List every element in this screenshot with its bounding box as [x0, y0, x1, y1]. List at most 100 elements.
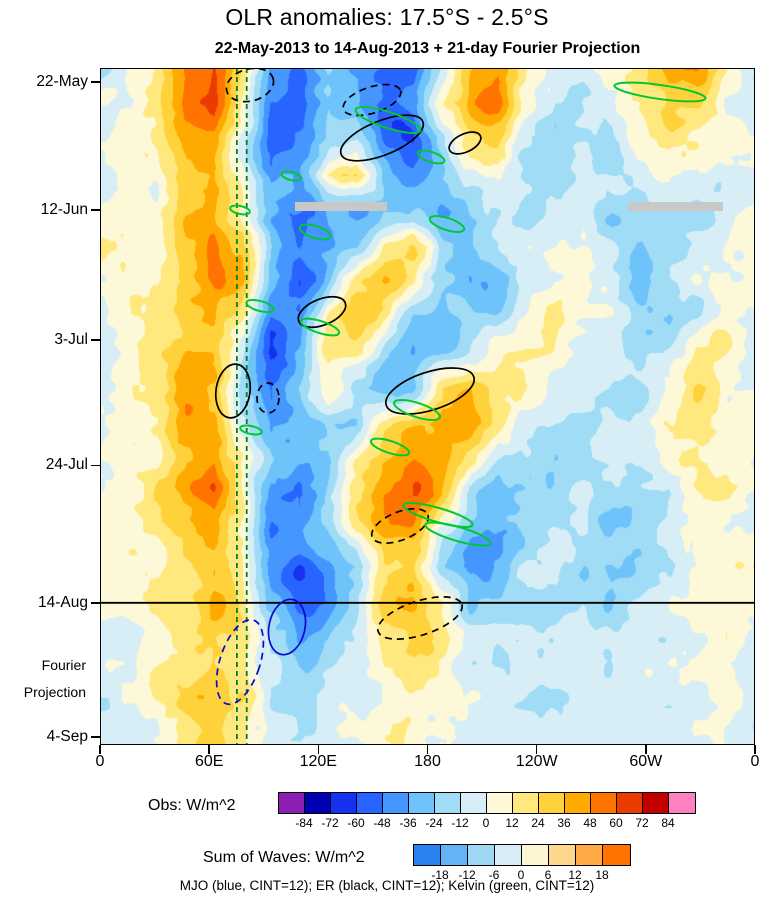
colorbar-segment	[468, 845, 495, 865]
y-tick-label: 22-May	[36, 73, 88, 91]
tick-mark	[91, 339, 100, 341]
colorbar-tick-label: -84	[295, 816, 313, 830]
tick-mark	[91, 602, 100, 604]
colorbar-tick-label: 84	[661, 816, 675, 830]
tick-mark	[91, 81, 100, 83]
er-contour-ellipse	[297, 295, 347, 329]
tick-mark	[645, 745, 647, 754]
x-tick-label: 60W	[629, 753, 663, 770]
x-tick-label: 120W	[515, 753, 558, 770]
colorbar-segment	[414, 845, 441, 865]
obs-colorbar-ticks: -84 -72 -60 -48 -36 -24 -12 0 12 24 36 48 60 72 84	[278, 816, 694, 830]
colorbar-tick-label: 36	[557, 816, 571, 830]
chart-subtitle: 22-May-2013 to 14-Aug-2013 + 21-day Four…	[214, 40, 641, 57]
tick-mark	[754, 745, 756, 754]
x-axis: 0 60E 120E 180 120W 60W 0	[96, 753, 760, 775]
colorbar-segment	[279, 793, 305, 813]
colorbar-tick-label: 12	[505, 816, 519, 830]
y-axis-annotation: Fourier	[41, 657, 86, 674]
colorbar-tick-label: -18	[431, 868, 449, 882]
colorbar-tick-label: 6	[544, 868, 552, 882]
colorbar-segment	[305, 793, 331, 813]
er-contour-ellipse	[448, 131, 482, 155]
tick-mark	[91, 736, 100, 738]
colorbar-segment	[513, 793, 539, 813]
er-contour-ellipse	[376, 596, 464, 640]
colorbar-segment	[539, 793, 565, 813]
y-tick-label: 4-Sep	[46, 727, 88, 745]
kelvin-contour-ellipse	[298, 223, 332, 241]
colorbar-tick-label: -72	[321, 816, 339, 830]
kelvin-contour-ellipse	[428, 215, 466, 233]
colorbar-tick-label: 60	[609, 816, 623, 830]
colorbar-tick-label: 0	[482, 816, 490, 830]
y-tick-label: 14-Aug	[38, 593, 88, 611]
tick-mark	[99, 745, 101, 754]
tick-mark	[208, 745, 210, 754]
colorbar-tick-label: -48	[373, 816, 391, 830]
obs-colorbar-label: Obs: W/m^2	[148, 797, 236, 814]
kelvin-contour-ellipse	[299, 317, 341, 337]
colorbar-segment	[409, 793, 435, 813]
mjo-contour-ellipse	[267, 598, 307, 656]
colorbar-segment	[441, 845, 468, 865]
colorbar-tick-label: 24	[531, 816, 545, 830]
colorbar-segment	[435, 793, 461, 813]
colorbar-segment	[565, 793, 591, 813]
kelvin-contour-ellipse	[245, 298, 275, 314]
colorbar-tick-label: 12	[568, 868, 582, 882]
kelvin-contour-ellipse	[354, 106, 422, 134]
colorbar-segment	[617, 793, 643, 813]
missing-data-bar	[628, 202, 723, 211]
colorbar-segment	[487, 793, 513, 813]
colorbar-segment	[357, 793, 383, 813]
kelvin-contour-ellipse	[402, 502, 474, 528]
kelvin-contour-ellipse	[613, 81, 707, 103]
er-contour-ellipse	[339, 114, 425, 162]
er-contour-ellipse	[385, 367, 475, 415]
obs-colorbar	[278, 792, 696, 814]
contour-legend-caption: MJO (blue, CINT=12); ER (black, CINT=12)…	[179, 878, 595, 893]
tick-mark	[91, 464, 100, 467]
er-contour-ellipse	[256, 382, 280, 414]
x-tick-label: 0	[95, 753, 105, 770]
colorbar-segment	[576, 845, 603, 865]
missing-data-bar	[295, 202, 387, 211]
kelvin-contour-ellipse	[369, 437, 411, 457]
kelvin-contour-ellipse	[280, 170, 302, 182]
er-contour-ellipse	[342, 83, 402, 117]
colorbar-segment	[495, 845, 522, 865]
mjo-contour-ellipse	[215, 618, 265, 706]
colorbar-tick-label: 0	[517, 868, 525, 882]
colorbar-segment	[591, 793, 617, 813]
x-tick-label: 120E	[299, 753, 337, 770]
colorbar-segment	[643, 793, 669, 813]
tick-mark	[426, 745, 429, 754]
x-tick-label: 0	[750, 753, 760, 770]
colorbar-tick-label: 72	[635, 816, 649, 830]
y-tick-label: 3-Jul	[54, 331, 88, 349]
colorbar-segment	[549, 845, 576, 865]
colorbar-tick-label: -60	[347, 816, 365, 830]
tick-mark	[535, 745, 538, 754]
chart-title: OLR anomalies: 17.5°S - 2.5°S	[225, 4, 549, 30]
tick-mark	[317, 745, 320, 754]
y-axis-annotation: Projection	[23, 684, 86, 701]
colorbar-tick-label: -36	[399, 816, 417, 830]
colorbar-segment	[603, 845, 630, 865]
kelvin-contour-ellipse	[239, 424, 263, 436]
er-contour-ellipse	[370, 507, 430, 545]
kelvin-contour-ellipse	[424, 521, 492, 547]
colorbar-segment	[331, 793, 357, 813]
y-tick-label: 24-Jul	[45, 456, 88, 474]
er-contour-ellipse	[225, 68, 275, 103]
tick-mark	[91, 209, 100, 211]
colorbar-segment	[522, 845, 549, 865]
x-tick-label: 180	[414, 753, 441, 770]
colorbar-tick-label: -12	[451, 816, 469, 830]
colorbar-tick-label: -6	[488, 868, 500, 882]
colorbar-tick-label: -12	[458, 868, 476, 882]
colorbar-segment	[669, 793, 695, 813]
contour-overlay	[100, 68, 755, 745]
